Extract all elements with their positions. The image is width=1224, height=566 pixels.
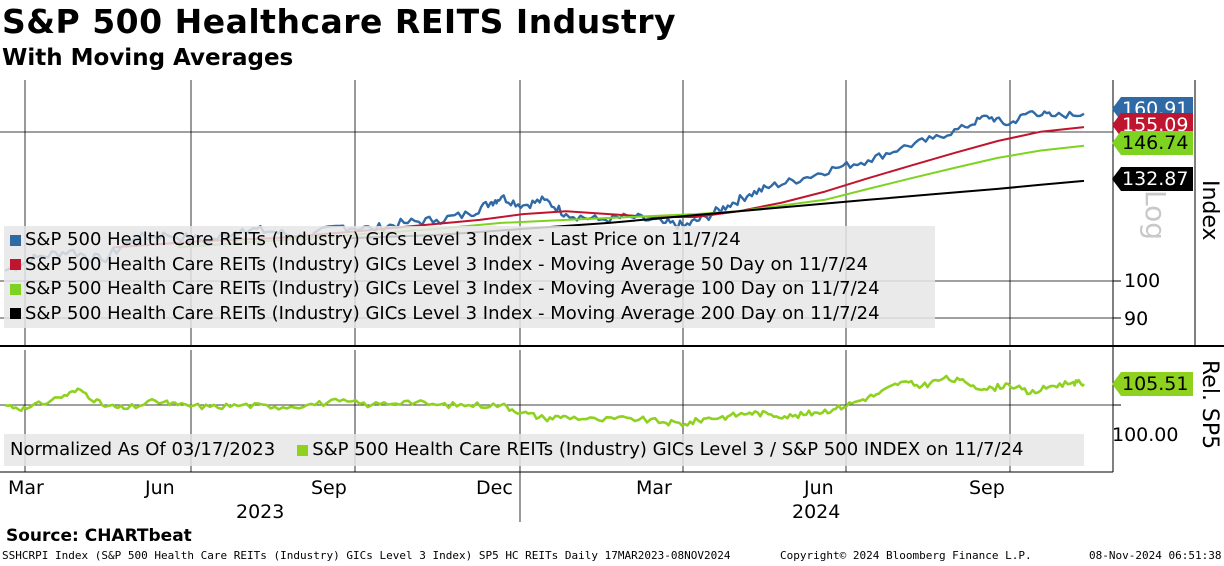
legend-label-ma50: S&P 500 Health Care REITs (Industry) GIC…	[25, 253, 869, 275]
legend-item-rel: Normalized As Of 03/17/2023 S&P 500 Heal…	[10, 436, 1078, 464]
tag-ma200: 132.87	[1112, 167, 1194, 191]
legend-item-ma100: S&P 500 Health Care REITs (Industry) GIC…	[10, 277, 929, 302]
chart-frame	[0, 80, 1224, 522]
legend-item-ma200: S&P 500 Health Care REITs (Industry) GIC…	[10, 302, 929, 327]
scale-label: Log	[1139, 190, 1172, 241]
chart-subtitle: With Moving Averages	[2, 45, 294, 71]
legend-label-rel: S&P 500 Health Care REITs (Industry) GIC…	[312, 439, 1024, 460]
xlabel-jun-2024: Jun	[804, 477, 834, 499]
legend-swatch-rel	[297, 444, 309, 456]
source-label: Source: CHARTbeat	[6, 526, 192, 546]
footer-ticker: SSHCRPI Index (S&P 500 Health Care REITs…	[2, 549, 731, 562]
legend-swatch-ma50	[10, 259, 21, 271]
upper-axis-title: Index	[1197, 180, 1222, 241]
year-2024: 2024	[792, 501, 841, 523]
legend-item-last: S&P 500 Health Care REITs (Industry) GIC…	[10, 228, 929, 253]
ytick-90: 90	[1124, 308, 1149, 330]
year-2023: 2023	[236, 501, 285, 523]
legend-normalized: Normalized As Of 03/17/2023	[10, 439, 276, 460]
xlabel-mar-2024: Mar	[636, 477, 672, 499]
legend-label-ma100: S&P 500 Health Care REITs (Industry) GIC…	[25, 278, 880, 299]
ytick-rel-100: 100.00	[1112, 424, 1179, 446]
lower-axis-title: Rel. SP5	[1197, 360, 1222, 450]
xlabel-sep-2023: Sep	[311, 477, 347, 499]
legend-swatch-ma200	[10, 308, 21, 320]
legend-swatch-ma100	[10, 283, 21, 295]
tag-ma100: 146.74	[1112, 131, 1194, 155]
ytick-100: 100	[1124, 270, 1161, 292]
upper-legend: S&P 500 Health Care REITs (Industry) GIC…	[4, 226, 935, 328]
series-line-rel	[4, 374, 1085, 427]
footer-copyright: Copyright© 2024 Bloomberg Finance L.P.	[780, 549, 1032, 562]
chart-title: S&P 500 Healthcare REITS Industry	[2, 2, 677, 41]
lower-legend: Normalized As Of 03/17/2023 S&P 500 Heal…	[4, 434, 1084, 466]
footer-timestamp: 08-Nov-2024 06:51:38	[1089, 549, 1222, 562]
xlabel-sep-2024: Sep	[969, 477, 1005, 499]
legend-label-last: S&P 500 Health Care REITs (Industry) GIC…	[25, 229, 741, 250]
xlabel-mar-2023: Mar	[8, 477, 44, 499]
lower-series	[4, 374, 1085, 427]
xlabel-jun-2023: Jun	[145, 477, 175, 499]
tag-rel: 105.51	[1112, 372, 1194, 396]
legend-item-ma50: S&P 500 Health Care REITs (Industry) GIC…	[10, 253, 929, 278]
legend-label-ma200: S&P 500 Health Care REITs (Industry) GIC…	[25, 302, 880, 324]
xlabel-dec-2023: Dec	[476, 477, 513, 499]
legend-swatch-last	[10, 234, 21, 246]
